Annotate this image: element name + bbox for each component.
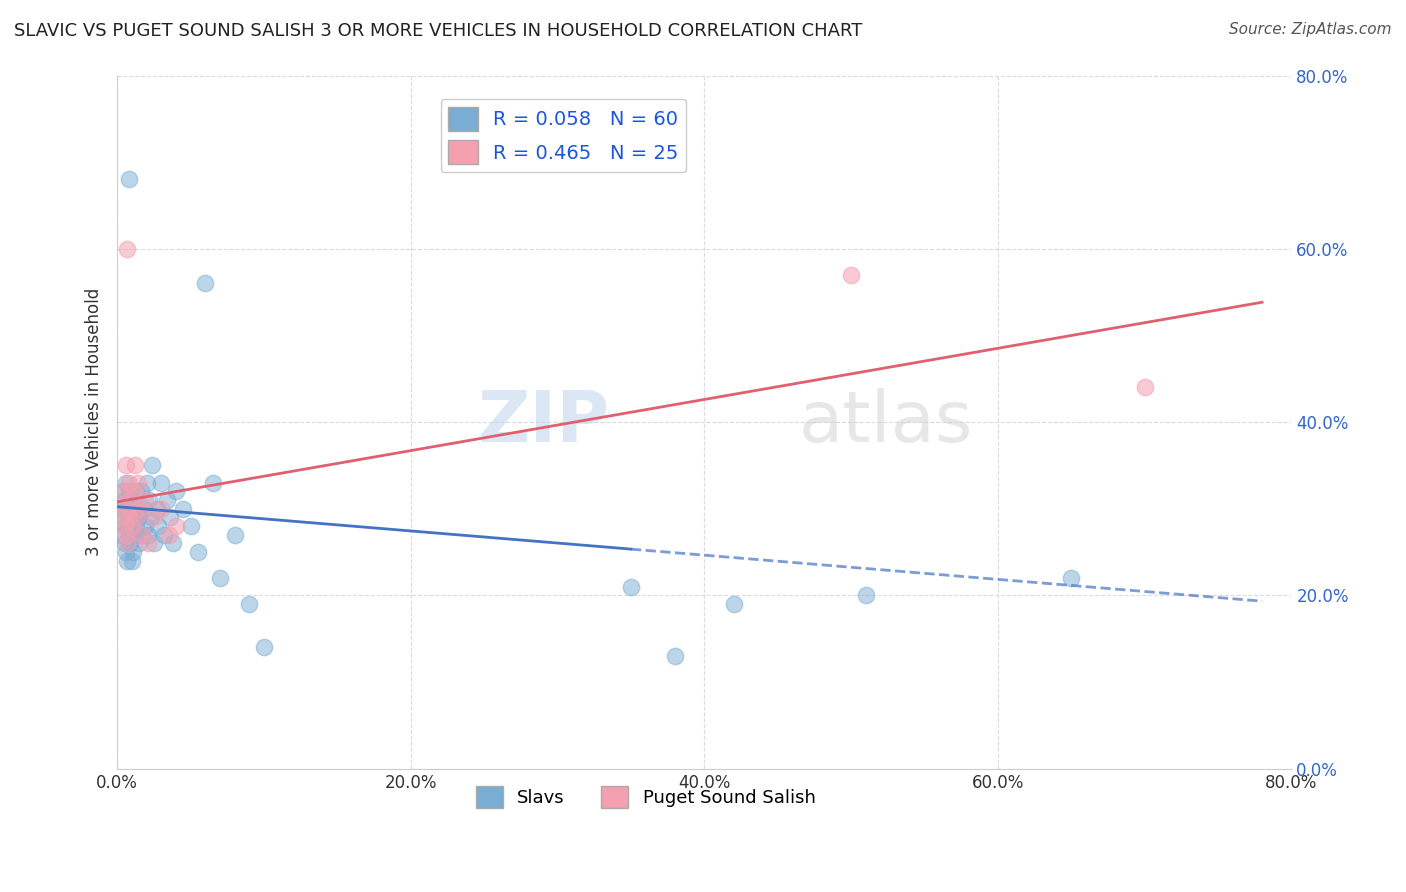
Point	[253, 640, 276, 655]
Legend: Slavs, Puget Sound Salish: Slavs, Puget Sound Salish	[468, 779, 823, 815]
Point	[855, 588, 877, 602]
Point	[122, 501, 145, 516]
Point	[128, 501, 150, 516]
Point	[118, 527, 141, 541]
Y-axis label: 3 or more Vehicles in Household: 3 or more Vehicles in Household	[86, 288, 103, 557]
Point	[138, 493, 160, 508]
Point	[114, 536, 136, 550]
Point	[664, 648, 686, 663]
Point	[131, 527, 153, 541]
Point	[121, 519, 143, 533]
Point	[134, 493, 156, 508]
Text: Source: ZipAtlas.com: Source: ZipAtlas.com	[1229, 22, 1392, 37]
Point	[148, 519, 170, 533]
Point	[162, 536, 184, 550]
Point	[194, 277, 217, 291]
Point	[120, 493, 142, 508]
Point	[128, 536, 150, 550]
Point	[117, 554, 139, 568]
Point	[127, 501, 149, 516]
Point	[224, 527, 246, 541]
Point	[125, 484, 148, 499]
Point	[117, 242, 139, 256]
Point	[159, 510, 181, 524]
Point	[165, 519, 187, 533]
Point	[110, 501, 132, 516]
Point	[238, 597, 260, 611]
Point	[127, 475, 149, 490]
Point	[114, 493, 136, 508]
Point	[115, 527, 138, 541]
Point	[118, 510, 141, 524]
Point	[115, 545, 138, 559]
Point	[135, 475, 157, 490]
Point	[110, 510, 132, 524]
Point	[201, 475, 224, 490]
Point	[124, 510, 146, 524]
Point	[139, 510, 162, 524]
Point	[134, 519, 156, 533]
Point	[141, 458, 163, 473]
Point	[120, 536, 142, 550]
Point	[125, 510, 148, 524]
Point	[157, 527, 180, 541]
Point	[114, 519, 136, 533]
Point	[136, 527, 159, 541]
Point	[165, 484, 187, 499]
Point	[117, 501, 139, 516]
Point	[1133, 380, 1156, 394]
Point	[117, 536, 139, 550]
Point	[142, 510, 165, 524]
Point	[150, 501, 173, 516]
Point	[156, 493, 179, 508]
Point	[723, 597, 745, 611]
Point	[122, 484, 145, 499]
Point	[118, 172, 141, 186]
Point	[153, 527, 176, 541]
Point	[172, 501, 194, 516]
Point	[112, 484, 135, 499]
Point	[121, 554, 143, 568]
Point	[114, 519, 136, 533]
Point	[117, 519, 139, 533]
Point	[146, 501, 169, 516]
Point	[180, 519, 202, 533]
Point	[128, 510, 150, 524]
Point	[839, 268, 862, 282]
Text: atlas: atlas	[799, 388, 973, 457]
Point	[620, 580, 643, 594]
Point	[115, 475, 138, 490]
Point	[187, 545, 209, 559]
Point	[115, 458, 138, 473]
Point	[124, 527, 146, 541]
Point	[124, 458, 146, 473]
Point	[150, 475, 173, 490]
Point	[118, 510, 141, 524]
Point	[120, 493, 142, 508]
Point	[121, 519, 143, 533]
Text: SLAVIC VS PUGET SOUND SALISH 3 OR MORE VEHICLES IN HOUSEHOLD CORRELATION CHART: SLAVIC VS PUGET SOUND SALISH 3 OR MORE V…	[14, 22, 862, 40]
Point	[110, 527, 132, 541]
Point	[458, 129, 481, 144]
Point	[131, 527, 153, 541]
Point	[142, 536, 165, 550]
Point	[208, 571, 231, 585]
Point	[112, 484, 135, 499]
Point	[132, 501, 155, 516]
Point	[1060, 571, 1083, 585]
Point	[136, 536, 159, 550]
Point	[122, 545, 145, 559]
Point	[117, 501, 139, 516]
Point	[118, 475, 141, 490]
Text: ZIP: ZIP	[478, 388, 610, 457]
Point	[125, 519, 148, 533]
Point	[118, 484, 141, 499]
Point	[112, 510, 135, 524]
Point	[129, 484, 152, 499]
